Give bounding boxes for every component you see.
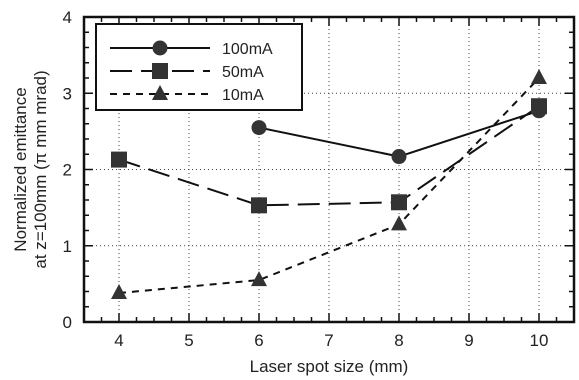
- data-point-50mA: [391, 194, 407, 211]
- data-point-10mA: [111, 284, 127, 300]
- series-line-50mA: [118, 105, 540, 207]
- x-tick-label: 7: [324, 331, 333, 350]
- x-tick-label: 8: [394, 331, 403, 350]
- legend-marker-50mA: [152, 63, 168, 79]
- x-axis-title: Laser spot size (mm): [250, 357, 409, 376]
- y-tick-label: 0: [63, 313, 72, 332]
- data-point-10mA: [251, 271, 267, 287]
- y-tick-label: 4: [63, 8, 72, 27]
- data-point-100mA: [391, 149, 407, 165]
- legend-label-50mA: 50mA: [222, 64, 264, 81]
- y-tick-label: 2: [63, 161, 72, 180]
- legend-label-10mA: 10mA: [222, 87, 264, 104]
- data-point-10mA: [531, 69, 547, 84]
- data-point-100mA: [251, 120, 267, 136]
- data-point-10mA: [391, 215, 407, 231]
- grid: [84, 17, 574, 322]
- x-tick-label: 10: [530, 331, 549, 350]
- legend: 100mA 50mA 10mA: [95, 23, 303, 111]
- x-tick-label: 5: [184, 331, 193, 350]
- series-markers: [111, 69, 547, 300]
- x-tick-label: 4: [114, 331, 123, 350]
- data-point-50mA: [251, 197, 267, 214]
- series-line-10mA: [118, 77, 540, 295]
- legend-marker-100mA: [152, 40, 168, 56]
- y-axis-title-line2: at z=100mm (π mm mrad): [31, 70, 50, 268]
- y-tick-label: 3: [63, 84, 72, 103]
- axis-ticks: 4 5 6 7 8 9 10 0 1 2 3 4: [63, 8, 575, 350]
- x-tick-label: 6: [254, 331, 263, 350]
- y-tick-label: 1: [63, 237, 72, 256]
- data-point-50mA: [531, 98, 547, 115]
- legend-box: [95, 23, 303, 111]
- x-tick-label: 9: [464, 331, 473, 350]
- legend-label-100mA: 100mA: [222, 41, 273, 58]
- y-axis-title-line1: Normalized emittance: [11, 87, 30, 251]
- legend-marker-10mA: [152, 85, 168, 100]
- data-point-50mA: [111, 151, 127, 168]
